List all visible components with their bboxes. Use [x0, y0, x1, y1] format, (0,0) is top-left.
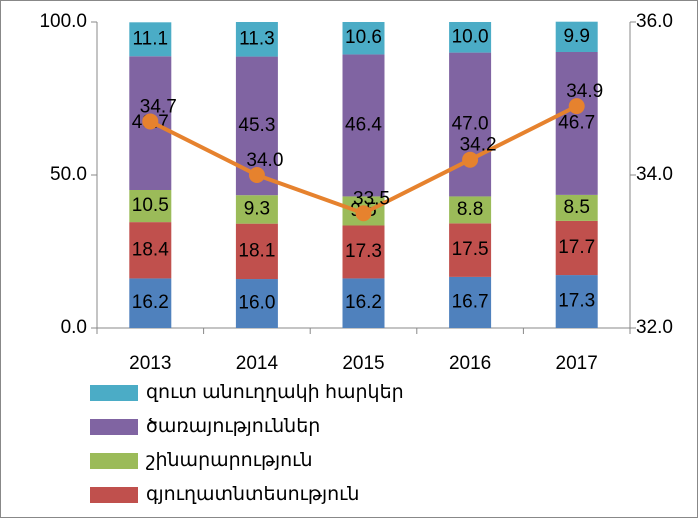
data-label: 17.3 — [345, 241, 382, 262]
bar-segment — [342, 278, 385, 328]
y-tick-label: 100.0 — [39, 11, 87, 32]
data-label: 47.0 — [452, 114, 489, 135]
data-label: 18.4 — [132, 239, 169, 260]
data-label: 10.0 — [452, 26, 489, 47]
bar-segment — [555, 220, 598, 276]
legend-label: ծառայություններ — [146, 416, 320, 437]
bar-segment — [555, 51, 598, 195]
data-label: 10.6 — [345, 27, 382, 48]
bar-segment — [235, 279, 278, 328]
bar-segment — [449, 196, 492, 224]
data-label: 11.1 — [133, 28, 169, 49]
bar-segment — [342, 225, 385, 279]
x-tick-label: 2015 — [342, 353, 384, 374]
bar-segment — [449, 22, 492, 53]
line-marker — [355, 205, 372, 222]
bar-segment — [235, 195, 278, 224]
data-label: 10.5 — [132, 195, 169, 216]
data-label: 46.7 — [558, 112, 595, 133]
bar-segment — [129, 278, 172, 328]
bar-segment — [235, 223, 278, 280]
data-label: 8.8 — [457, 199, 483, 220]
y-tick-label: 50.0 — [50, 164, 87, 185]
bar-segment — [449, 276, 492, 328]
bar-segment — [129, 22, 172, 57]
y2-tick-label: 32.0 — [636, 317, 673, 338]
legend-swatch — [90, 385, 138, 401]
y2-tick-label: 34.0 — [636, 164, 673, 185]
line-marker — [568, 98, 585, 115]
legend-label: գյուղատնտեսություն — [146, 484, 359, 505]
bar-segment — [555, 275, 598, 328]
data-label: 33.5 — [353, 188, 390, 209]
legend-label: զուտ անուղղակի հարկեր — [146, 382, 404, 403]
bar-segment — [235, 22, 278, 57]
data-label: 9.3 — [244, 198, 270, 219]
data-label: 34.2 — [460, 135, 497, 156]
bar-segment — [449, 52, 492, 197]
bar-segment — [129, 222, 172, 279]
data-label: 34.9 — [566, 81, 603, 102]
data-label: 45.3 — [238, 115, 275, 136]
line-marker — [142, 113, 159, 130]
data-label: 34.0 — [246, 150, 283, 171]
data-label: 17.5 — [452, 239, 489, 260]
data-label: 9.9 — [563, 26, 589, 47]
x-tick-label: 2014 — [236, 353, 279, 374]
bar-segment — [449, 223, 492, 277]
data-label: 17.3 — [558, 291, 595, 312]
y2-tick-label: 36.0 — [636, 11, 673, 32]
line-marker — [248, 167, 265, 183]
y-tick-label: 0.0 — [61, 317, 87, 338]
bar-segment — [342, 54, 385, 197]
x-tick-label: 2013 — [129, 353, 171, 374]
bar-segment — [129, 189, 172, 223]
data-label: 16.0 — [238, 293, 275, 314]
bar-segment — [555, 21, 598, 52]
data-label: 34.7 — [140, 96, 177, 117]
data-label: 16.2 — [345, 292, 382, 313]
line-marker — [462, 151, 479, 168]
data-label: 46.4 — [345, 114, 382, 135]
legend-swatch — [90, 453, 138, 469]
legend-swatch — [90, 487, 138, 503]
data-label: 8.5 — [563, 197, 589, 218]
x-tick-label: 2017 — [556, 353, 598, 374]
data-label: 16.7 — [452, 291, 489, 312]
legend-label: շինարարություն — [146, 450, 312, 471]
bar-segment — [342, 22, 385, 55]
bar-segment — [555, 194, 598, 221]
data-label: 11.3 — [239, 28, 275, 49]
x-tick-label: 2016 — [449, 353, 491, 374]
data-label: 17.7 — [558, 237, 595, 258]
legend-swatch — [90, 419, 138, 435]
data-label: 18.1 — [238, 240, 275, 261]
data-label: 16.2 — [132, 292, 169, 313]
